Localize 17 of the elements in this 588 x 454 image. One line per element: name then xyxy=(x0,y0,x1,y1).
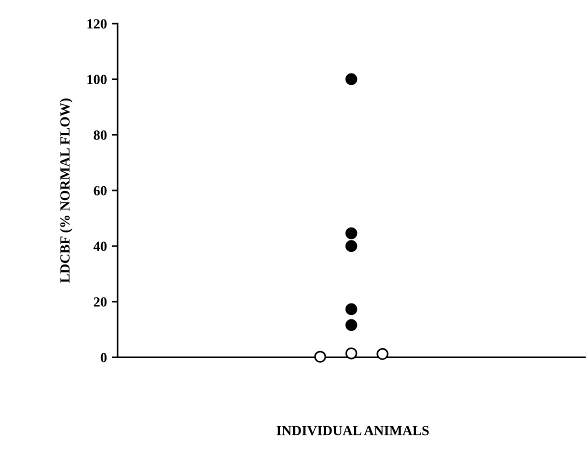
point xyxy=(345,347,358,360)
point xyxy=(345,227,358,240)
y-tick-label: 20 xyxy=(94,297,107,307)
point xyxy=(345,73,358,86)
y-tick-label: 40 xyxy=(93,242,107,252)
point xyxy=(345,319,358,331)
y-tick-label: 80 xyxy=(94,130,107,140)
y-axis-title: LDCBF (% NORMAL FLOW) xyxy=(60,98,72,283)
point xyxy=(314,350,326,363)
point xyxy=(376,348,388,360)
text: INDIVIDUAL ANIMALS xyxy=(276,426,429,436)
y-tick-label: 60 xyxy=(94,186,107,196)
y-tick-label: 100 xyxy=(87,74,107,84)
point xyxy=(345,303,358,316)
point xyxy=(345,240,358,252)
y-tick-label: 120 xyxy=(87,19,107,29)
y-tick-label: 0 xyxy=(100,352,107,362)
